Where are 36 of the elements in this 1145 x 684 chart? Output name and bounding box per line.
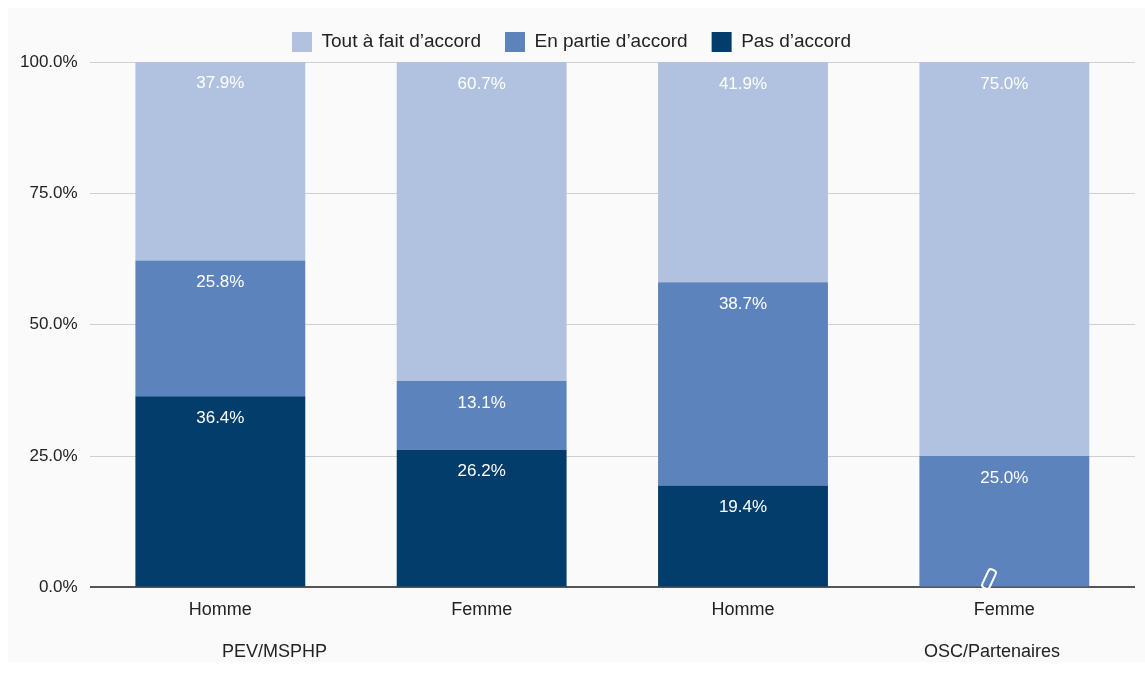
y-tick-label: 25.0% (29, 445, 78, 465)
data-label: 26.2% (457, 461, 506, 481)
data-label: 36.4% (196, 407, 245, 427)
bar (919, 456, 1090, 587)
bar (396, 62, 567, 381)
data-label: 41.9% (718, 73, 768, 93)
y-tick-label: 100.0% (19, 51, 78, 71)
bar (658, 62, 828, 283)
data-label: 75.0% (980, 73, 1029, 93)
data-label: 25.8% (196, 272, 245, 292)
legend-label: Pas d’accord (741, 30, 851, 52)
data-label: 37.9% (196, 73, 245, 93)
data-label: 13.1% (457, 392, 506, 412)
x-tick-label: Homme (188, 599, 252, 620)
x-tick-label: Homme (711, 599, 775, 620)
legend-label: Tout à fait d’accord (321, 30, 482, 52)
legend-label: En partie d’accord (534, 30, 688, 52)
bar (919, 62, 1090, 457)
data-label: 60.7% (457, 73, 506, 93)
text: OSC/Partenaires (923, 641, 1060, 662)
data-label: 25.0% (980, 467, 1029, 487)
text: PEV/MSPHP (222, 641, 328, 662)
y-tick-label: 75.0% (29, 183, 78, 203)
bar (658, 282, 828, 486)
bar (396, 380, 567, 450)
bar (658, 485, 828, 587)
x-tick-label: Femme (973, 599, 1035, 620)
y-tick-label: 50.0% (29, 314, 78, 334)
y-tick-label: 0.0% (38, 577, 78, 597)
data-label: 38.7% (718, 293, 768, 313)
bar (396, 449, 567, 587)
bar (135, 260, 306, 397)
bar (135, 62, 306, 261)
bar (135, 396, 306, 587)
data-label: 19.4% (718, 497, 768, 517)
x-tick-label: Femme (451, 599, 513, 620)
